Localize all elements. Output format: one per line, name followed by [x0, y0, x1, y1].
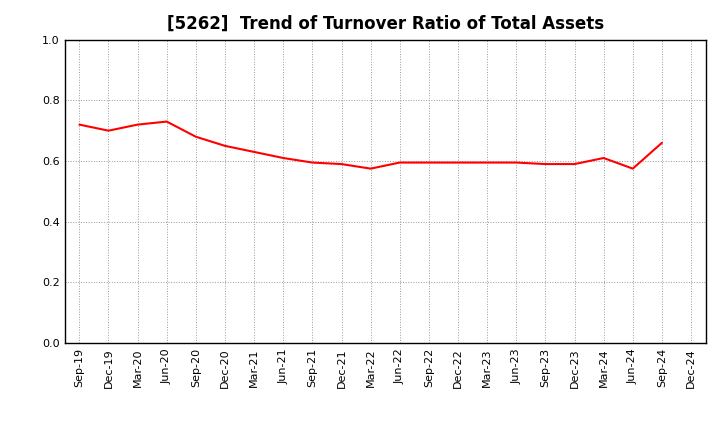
Title: [5262]  Trend of Turnover Ratio of Total Assets: [5262] Trend of Turnover Ratio of Total … [166, 15, 604, 33]
